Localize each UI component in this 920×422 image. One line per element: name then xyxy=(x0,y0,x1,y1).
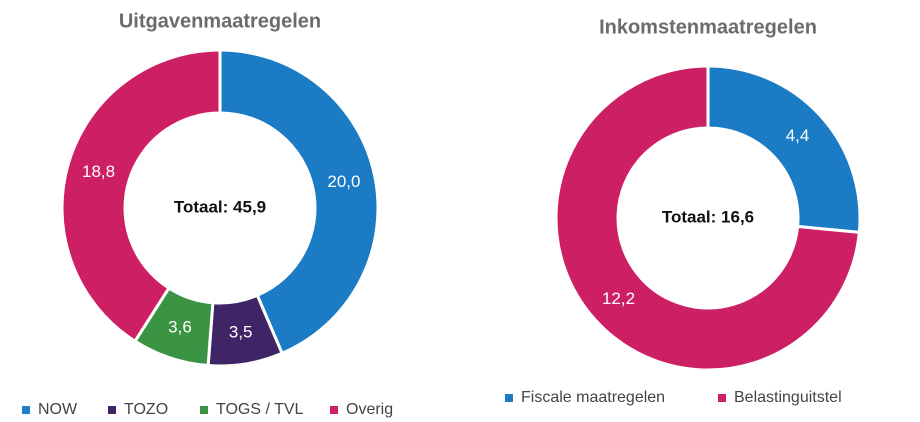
legend-label: Overig xyxy=(346,401,393,418)
data-label: 12,2 xyxy=(602,289,635,308)
donut-slice xyxy=(554,64,861,372)
legend-marker xyxy=(505,394,513,402)
center-label: Totaal: 45,9 xyxy=(174,197,266,216)
legend-marker xyxy=(200,406,208,414)
data-label: 18,8 xyxy=(82,162,115,181)
legend-marker xyxy=(108,406,116,414)
legend-label: TOGS / TVL xyxy=(216,401,304,418)
donut-slice xyxy=(218,48,380,356)
legend-label: Fiscale maatregelen xyxy=(521,389,665,406)
donut-slice xyxy=(706,64,862,234)
data-label: 3,5 xyxy=(229,322,253,341)
legend-marker xyxy=(22,406,30,414)
chart-title: Inkomstenmaatregelen xyxy=(599,16,817,38)
data-label: 20,0 xyxy=(327,172,360,191)
chart-title: Uitgavenmaatregelen xyxy=(119,10,321,32)
legend-label: TOZO xyxy=(124,401,168,418)
data-label: 3,6 xyxy=(168,317,192,336)
center-label: Totaal: 16,6 xyxy=(662,207,754,226)
legend-marker xyxy=(718,394,726,402)
legend-label: NOW xyxy=(38,401,78,418)
legend-label: Belastinguitstel xyxy=(734,389,842,406)
data-label: 4,4 xyxy=(786,126,810,145)
legend-marker xyxy=(330,406,338,414)
donut-slice xyxy=(60,48,222,344)
